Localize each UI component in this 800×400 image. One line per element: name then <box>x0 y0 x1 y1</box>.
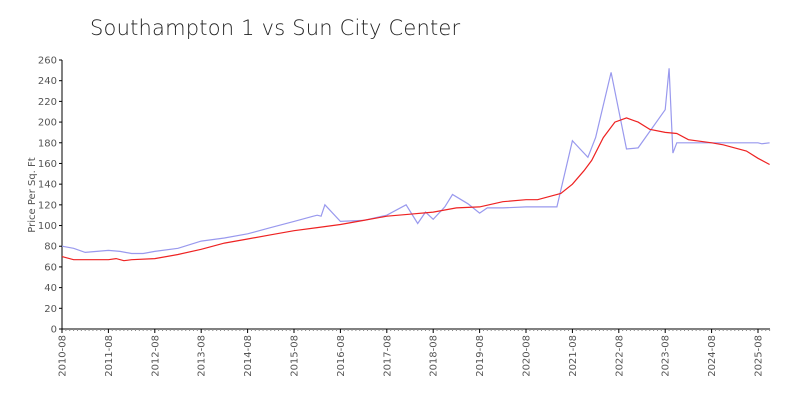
series-lines <box>61 68 770 262</box>
x-tick-label: 2018-08 <box>429 335 440 377</box>
chart-title: Southampton 1 vs Sun City Center <box>90 16 461 40</box>
y-tick-label: 180 <box>38 138 57 149</box>
y-tick-label: 20 <box>44 304 57 315</box>
y-tick-label: 240 <box>38 76 57 87</box>
y-axis-label: Price Per Sq. Ft <box>27 157 38 232</box>
x-tick-label: 2025-08 <box>754 335 765 377</box>
x-tick-label: 2021-08 <box>568 335 579 377</box>
x-tick-label: 2024-08 <box>707 335 718 377</box>
x-tick-label: 2017-08 <box>382 335 393 377</box>
axes: 0 20 40 60 80 100 120 140 160 180 200 220 240 260 2010… <box>38 56 771 377</box>
series-line-southampton-1 <box>61 68 770 255</box>
x-tick-label: 2012-08 <box>150 335 161 377</box>
y-tick-label: 40 <box>44 283 57 294</box>
y-tick-label: 80 <box>44 242 57 253</box>
y-tick-label: 260 <box>38 56 57 67</box>
series-line-sun-city-center <box>61 117 770 262</box>
x-tick-label: 2013-08 <box>197 335 208 377</box>
y-tick-label: 0 <box>51 325 57 336</box>
x-tick-label: 2022-08 <box>614 335 625 377</box>
x-tick-label: 2015-08 <box>290 335 301 377</box>
y-tick-label: 100 <box>38 221 57 232</box>
y-tick-label: 120 <box>38 200 57 211</box>
y-tick-label: 140 <box>38 180 57 191</box>
x-tick-label: 2023-08 <box>661 335 672 377</box>
x-tick-label: 2011-08 <box>104 335 115 377</box>
y-tick-label: 220 <box>38 97 57 108</box>
x-tick-label: 2010-08 <box>58 335 69 377</box>
x-tick-label: 2016-08 <box>336 335 347 377</box>
y-tick-label: 60 <box>44 262 57 273</box>
y-tick-label: 200 <box>38 118 57 129</box>
x-tick-label: 2019-08 <box>475 335 486 377</box>
x-tick-label: 2020-08 <box>522 335 533 377</box>
y-tick-label: 160 <box>38 159 57 170</box>
x-tick-label: 2014-08 <box>243 335 254 377</box>
